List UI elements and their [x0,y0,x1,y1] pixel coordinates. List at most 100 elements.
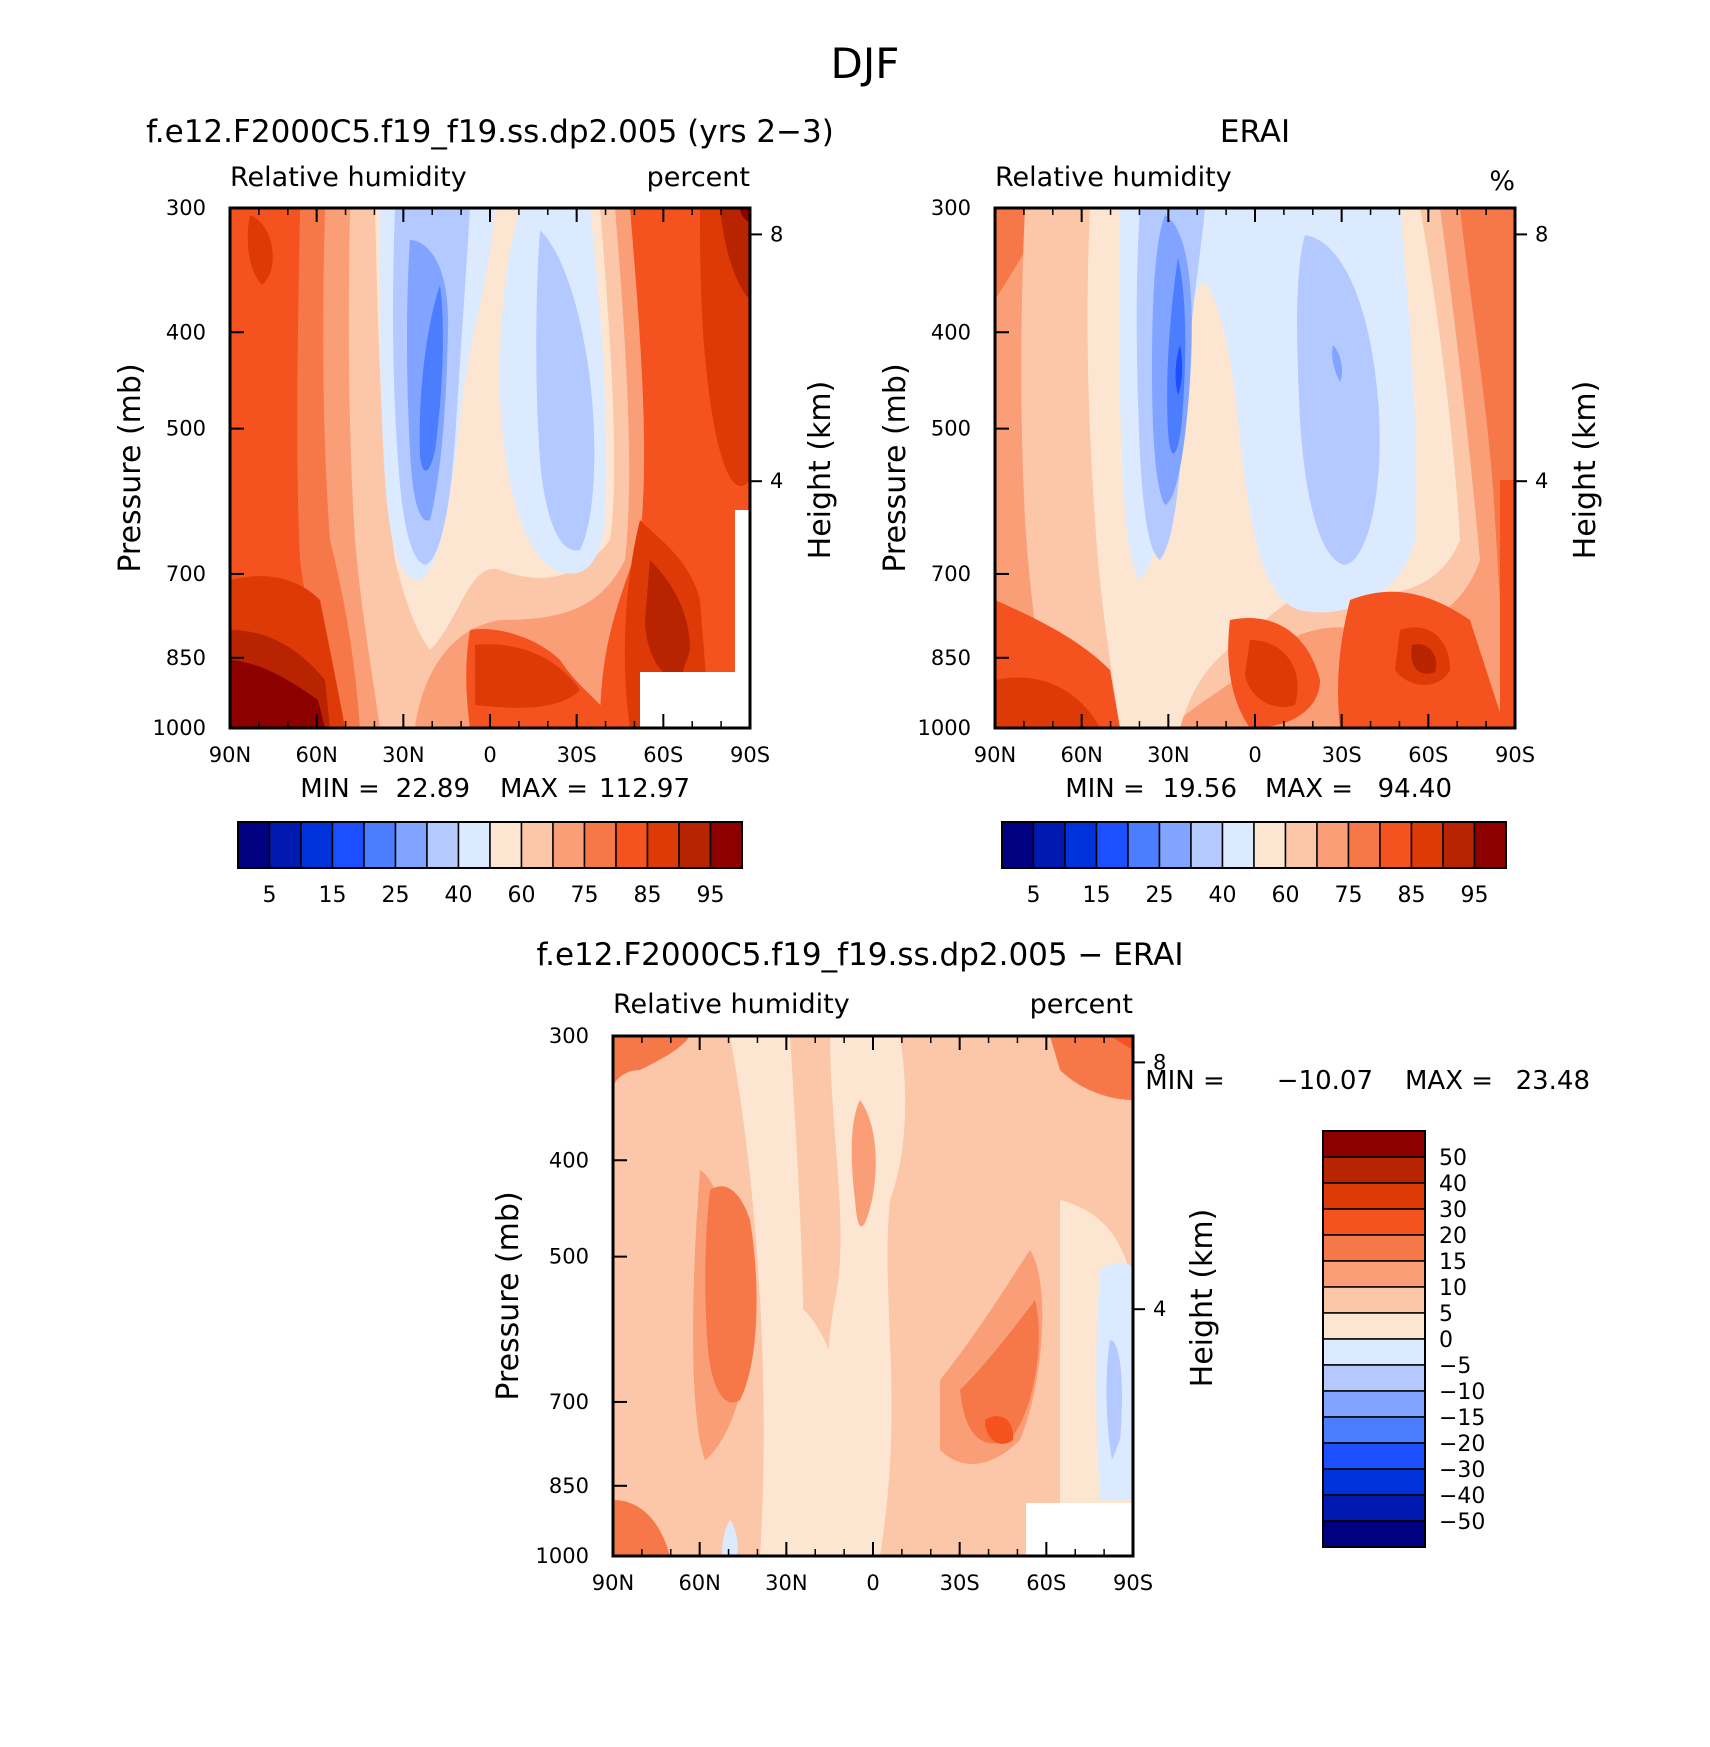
colorbar-label: 10 [1439,1276,1467,1301]
colorbar-swatch [426,821,460,869]
colorbar-label: 85 [634,883,662,908]
panel-model-ylabel2: Height (km) [803,381,838,560]
x-tick-label: 30S [940,1571,980,1595]
colorbar-swatch [1322,1364,1426,1392]
panel-model-max-value: 112.97 [599,774,690,804]
y2-tick-label: 4 [770,469,783,493]
y-tick-label: 500 [931,417,971,441]
colorbar-swatch [1442,821,1476,869]
panel-model-max-label: MAX = [500,774,588,804]
colorbar-swatch [1001,821,1035,869]
x-tick-label: 60N [678,1571,720,1595]
colorbar-label: −5 [1439,1354,1471,1379]
y-tick-label: 850 [166,646,206,670]
colorbar-label: 40 [1209,883,1237,908]
panel-model-variable-label: Relative humidity [230,162,467,193]
colorbar-swatch [1410,821,1444,869]
colorbar-label: 5 [1439,1302,1453,1327]
x-tick-label: 60S [1408,743,1448,767]
y-tick-label: 700 [549,1390,589,1414]
panel-diff-ylabel2: Height (km) [1185,1209,1220,1388]
colorbar-swatch [1127,821,1161,869]
colorbar-swatch [1322,1156,1426,1184]
panel-erai-title: ERAI [1220,114,1290,150]
contour-level-15-20-e [613,1500,670,1556]
x-tick-label: 0 [866,1571,879,1595]
contour-level-15-20-c [705,1186,757,1403]
colorbar-swatch [1284,821,1318,869]
x-tick-label: 30N [382,743,424,767]
colorbar-swatch [1322,1286,1426,1314]
colorbar-label: 60 [508,883,536,908]
colorbar-swatch [1190,821,1224,869]
contour-level-30-sh [1332,345,1343,382]
colorbar-swatch [1158,821,1192,869]
colorbar-swatch [1221,821,1255,869]
colorbar-swatch [1322,1494,1426,1522]
colorbar-swatch [646,821,680,869]
y-tick-label: 850 [549,1474,589,1498]
colorbar-swatch [552,821,586,869]
colorbar-swatch [583,821,617,869]
contour-level-95-sh [645,560,690,680]
contour-level-35-sh [536,230,595,551]
colorbar-swatch [237,821,271,869]
colorbar-label: 15 [1439,1250,1467,1275]
colorbar-swatch [678,821,712,869]
missing-data-mask [1026,1503,1133,1556]
y2-tick-label: 4 [1153,1297,1166,1321]
panel-diff-units-label: percent [1030,989,1133,1020]
contour-level-0-5-c [780,1300,880,1556]
colorbar-swatch [1095,821,1129,869]
x-tick-label: 30S [557,743,597,767]
x-tick-label: 90S [1113,1571,1153,1595]
colorbar-label: 25 [1146,883,1174,908]
y2-tick-label: 8 [1153,1050,1166,1074]
y-tick-label: 1000 [536,1544,589,1568]
colorbar-label: 95 [1461,883,1489,908]
panel-model-contours [230,208,750,728]
colorbar-label: 15 [1083,883,1111,908]
panel-diff-ylabel: Pressure (mb) [491,1191,526,1400]
colorbar-label: 5 [263,883,277,908]
colorbar-swatch [331,821,365,869]
panel-model-axes: 90N 60N 30N 0 30S 60S 90S 300 400 500 700 850 1000 8 4 [153,196,784,767]
colorbar-swatch [520,821,554,869]
colorbar-swatch [1253,821,1287,869]
panel-difference: f.e12.F2000C5.f19_f19.ss.dp2.005 − ERAI … [491,937,1590,1595]
panel-erai-units-label: % [1489,166,1515,197]
colorbar-swatch [1322,1208,1426,1236]
x-tick-label: 90N [592,1571,634,1595]
colorbar-swatch [1316,821,1350,869]
colorbar-swatch [1032,821,1066,869]
colorbar-label: 40 [1439,1172,1467,1197]
panel-diff-contours [613,1036,1133,1556]
colorbar-swatch [1322,1390,1426,1418]
colorbar-label: −10 [1439,1380,1485,1405]
contour-level-25 [1167,258,1186,454]
panel-model-title: f.e12.F2000C5.f19_f19.ss.dp2.005 (yrs 2−… [146,114,834,150]
y-tick-label: 1000 [918,716,971,740]
colorbar-label: 60 [1272,883,1300,908]
contour-level-90-np [247,215,273,285]
panel-diff-min-label: MIN = [1145,1066,1225,1096]
colorbar-swatch [615,821,649,869]
x-tick-label: 90N [974,743,1016,767]
x-tick-label: 0 [1248,743,1261,767]
colorbar-swatch [300,821,334,869]
panel-erai: ERAI Relative humidity % 90N 60N 3 [878,114,1603,908]
x-tick-label: 60S [643,743,683,767]
contour-level-90-eq [475,644,580,708]
panel-diff-title: f.e12.F2000C5.f19_f19.ss.dp2.005 − ERAI [536,937,1183,973]
y-tick-label: 700 [931,562,971,586]
colorbar-swatch [1322,1520,1426,1548]
panel-diff-max-label: MAX = [1405,1066,1493,1096]
colorbar-swatch [1473,821,1507,869]
panel-erai-ylabel: Pressure (mb) [878,363,913,572]
contour-level-15-20-d [960,1300,1039,1444]
colorbar-swatch [1347,821,1381,869]
colorbar-swatch [709,821,743,869]
colorbar-frame [237,821,743,869]
contour-level-35-sh [1297,235,1380,565]
